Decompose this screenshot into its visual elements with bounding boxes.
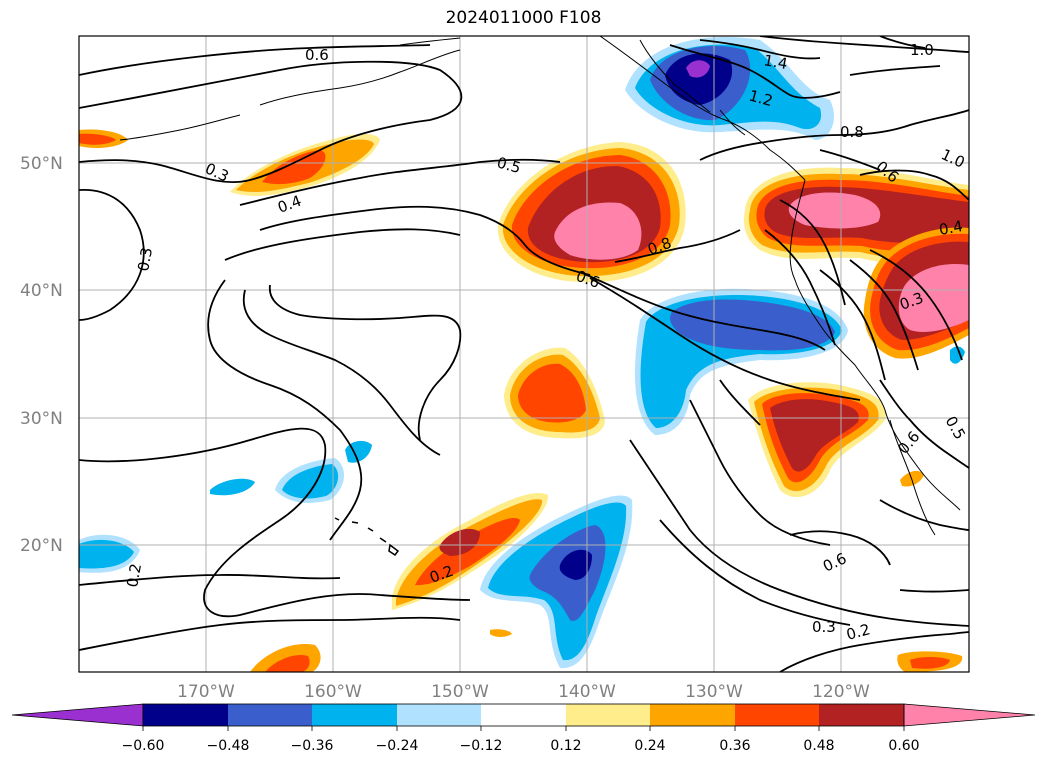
coastlines [119,36,961,536]
colorbar-tick-label: 0.24 [634,738,665,754]
colorbar-segment [650,704,735,726]
lon-label: 150°W [431,682,489,702]
contour-label: 0.5 [495,153,523,177]
colorbar-tick-label: −0.48 [207,738,250,754]
lon-label: 120°W [812,682,870,702]
colorbar-ticks [142,726,905,731]
lon-label: 140°W [558,682,616,702]
colorbar-segment [312,704,397,726]
map-frame [78,35,970,673]
colorbar-segment [481,704,566,726]
graticule [79,36,969,672]
contour-label: 1.2 [747,86,775,110]
colorbar-segment [397,704,481,726]
contour-label: 1.4 [762,51,789,73]
colorbar-tick-label: 0.12 [550,738,581,754]
colorbar-tick-label: −0.36 [291,738,334,754]
lat-label: 30°N [20,409,63,429]
colorbar-outline [142,703,905,727]
colorbar: −0.60 −0.48 −0.36 −0.24 −0.12 0.12 0.24 … [11,703,1036,754]
contour-label: 0.4 [938,217,965,239]
contour-label: 0.2 [844,620,872,644]
contour-label: 0.2 [123,562,145,589]
lon-label: 160°W [304,682,362,702]
colorbar-extend-min [11,703,144,727]
colorbar-tick-label: 0.36 [719,738,750,754]
contour-label: 0.8 [840,123,864,141]
colorbar-tick-label: 0.48 [803,738,834,754]
lat-label: 20°N [20,536,63,556]
colorbar-tick-label: −0.12 [460,738,503,754]
colorbar-segment [566,704,650,726]
map-title: 2024011000 F108 [445,8,602,28]
lon-label: 170°W [177,682,235,702]
latitude-labels: 50°N 40°N 30°N 20°N [20,154,63,556]
contour-label: 0.3 [134,246,156,273]
lat-label: 40°N [20,281,63,301]
longitude-labels: 170°W 160°W 150°W 140°W 130°W 120°W [177,682,870,702]
contour-label: 1.0 [910,41,934,59]
colorbar-segment [819,704,904,726]
contour-label: 0.3 [812,618,836,636]
colorbar-tick-label: −0.24 [376,738,419,754]
anomaly-shading [79,37,969,672]
lat-label: 50°N [20,154,63,174]
colorbar-segment [143,704,228,726]
colorbar-segment [735,704,819,726]
colorbar-tick-label: 0.60 [888,738,919,754]
hawaii-islands [334,517,400,557]
contour-lines [79,36,969,672]
colorbar-tick-label: −0.60 [122,738,165,754]
lon-label: 130°W [685,682,743,702]
colorbar-extend-max [903,703,1036,727]
colorbar-segment [228,704,312,726]
contour-label: 0.6 [305,46,329,64]
